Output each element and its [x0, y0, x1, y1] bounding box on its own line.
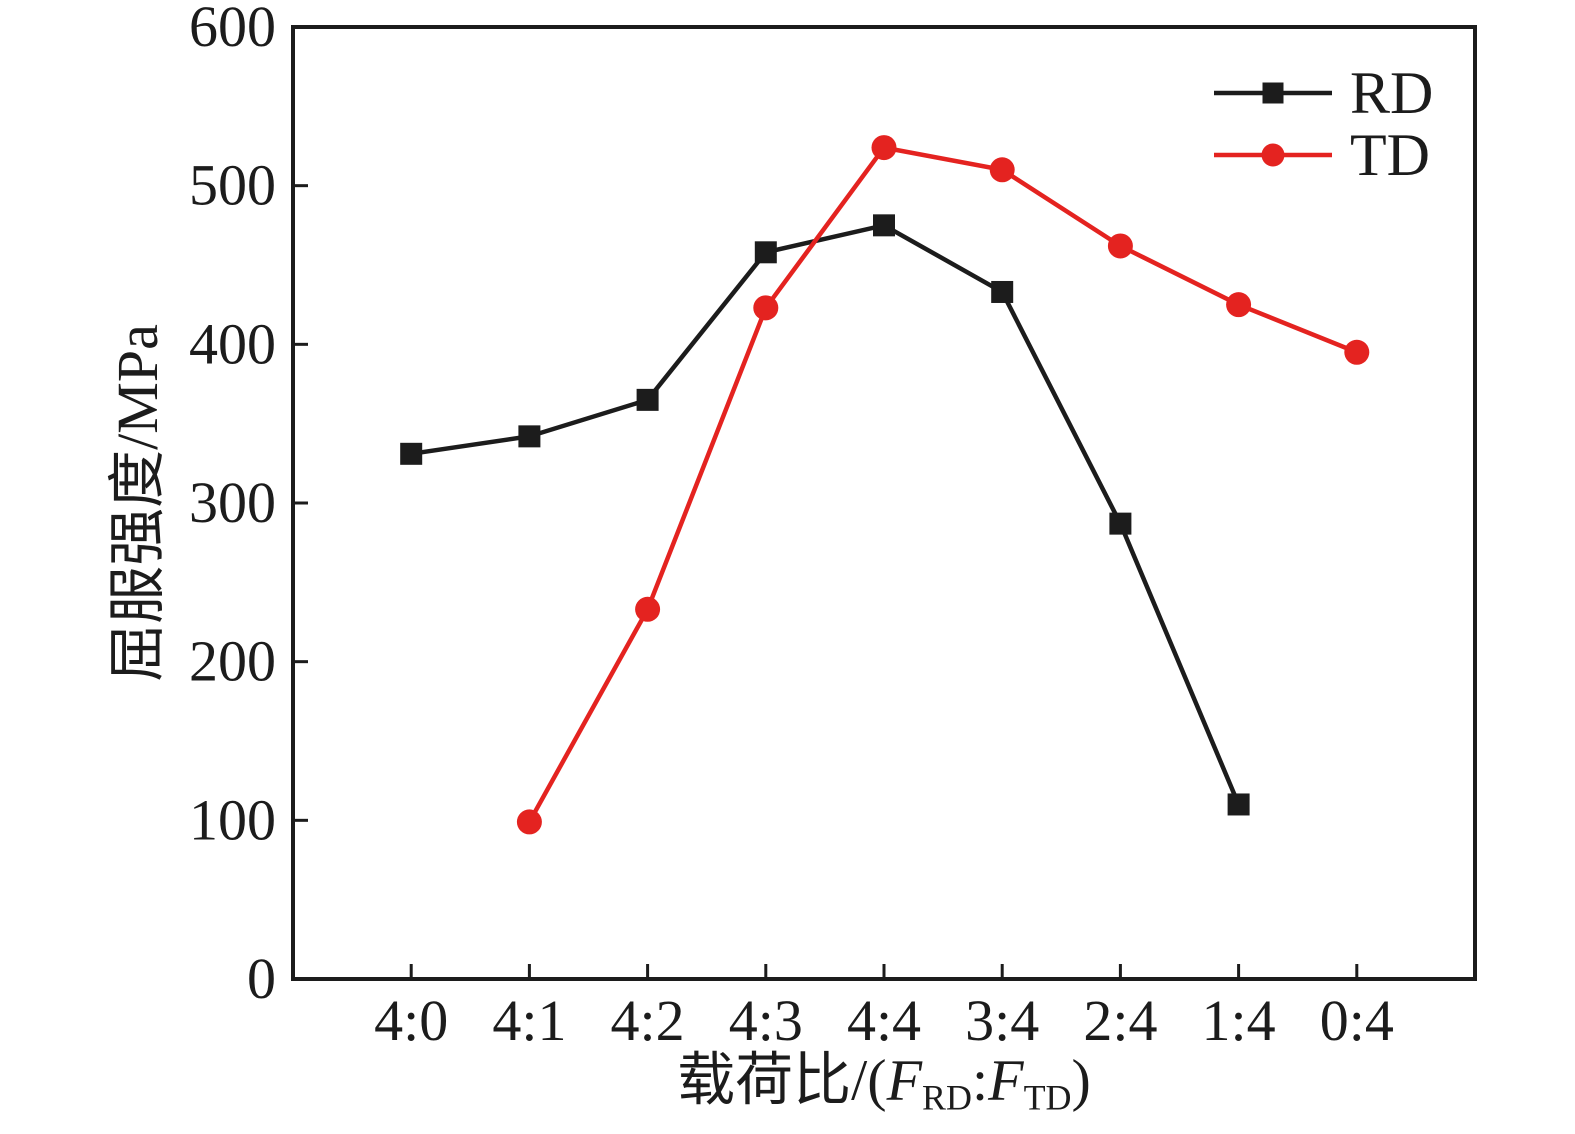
legend-row-rd: RD: [1212, 62, 1433, 124]
rd-marker: [991, 280, 1014, 303]
rd-marker: [518, 425, 541, 448]
x-axis-title-colon: :: [972, 1047, 989, 1113]
td-legend-marker: [1261, 143, 1285, 167]
rd-line-square-icon: [1214, 82, 1332, 104]
x-tick-label: 1:4: [1202, 988, 1276, 1053]
x-tick-label: 4:1: [492, 988, 566, 1053]
x-tick-label: 2:4: [1083, 988, 1157, 1053]
x-axis-title-sub-td: TD: [1023, 1077, 1072, 1118]
y-tick-label: 400: [189, 311, 276, 376]
rd-marker: [636, 388, 659, 411]
x-tick-label: 4:3: [729, 988, 803, 1053]
td-marker: [753, 295, 779, 321]
legend-label-rd: RD: [1350, 60, 1434, 126]
x-axis-title-f-td: F: [988, 1047, 1024, 1113]
td-marker: [871, 135, 897, 161]
x-axis-title-suffix: ): [1071, 1047, 1091, 1113]
x-tick-label: 3:4: [965, 988, 1039, 1053]
td-marker: [516, 809, 542, 835]
td-marker: [1226, 292, 1252, 318]
td-marker: [635, 596, 661, 622]
y-tick-label: 300: [189, 470, 276, 535]
x-axis-title-sub-rd: RD: [922, 1077, 972, 1118]
rd-marker: [400, 442, 423, 465]
y-tick-label: 200: [189, 629, 276, 694]
rd-marker: [1227, 793, 1250, 816]
x-axis-title-f-rd: F: [886, 1047, 923, 1113]
rd-legend-marker: [1262, 82, 1284, 104]
y-tick-label: 100: [189, 787, 276, 852]
rd-marker: [754, 241, 777, 264]
x-tick-label: 4:0: [374, 988, 448, 1053]
rd-series-line: [410, 222, 1241, 806]
x-tick-label: 4:2: [611, 988, 685, 1053]
rd-marker: [873, 214, 895, 237]
legend: RD TD: [1212, 62, 1433, 186]
legend-row-td: TD: [1212, 124, 1433, 186]
y-tick-label: 500: [189, 153, 276, 218]
y-axis-title: 屈服强度/MPa: [105, 324, 170, 682]
x-tick-label: 0:4: [1320, 988, 1394, 1053]
td-marker: [1107, 233, 1133, 259]
y-tick-label: 0: [247, 946, 276, 1011]
y-tick-label: 600: [189, 0, 276, 59]
x-tick-label: 4:4: [847, 988, 921, 1053]
rd-marker: [1109, 512, 1132, 535]
x-axis-title-prefix: 载荷比/(: [677, 1047, 887, 1113]
td-line-circle-icon: [1214, 143, 1332, 167]
x-axis-title: 载荷比/(FRD:FTD): [677, 1051, 1091, 1116]
legend-label-td: TD: [1350, 122, 1430, 188]
td-marker: [1344, 339, 1370, 365]
td-series-line: [527, 145, 1358, 824]
td-marker: [989, 157, 1015, 183]
